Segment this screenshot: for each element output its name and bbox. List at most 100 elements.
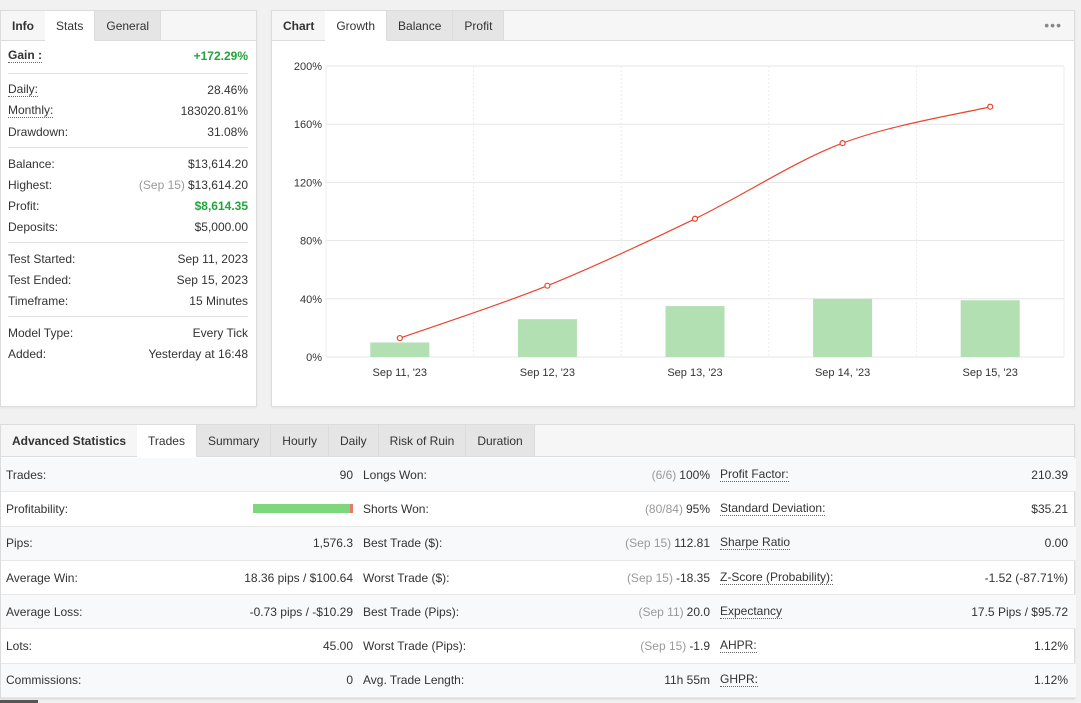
stats-row: Commissions: 0 Avg. Trade Length: 11h 55m GH… xyxy=(1,663,1076,699)
stats-cell: AHPR: 1.12% xyxy=(715,629,1076,662)
stats-value-detail: (Sep 11) xyxy=(638,604,684,619)
growth-line xyxy=(399,106,991,339)
stats-value: 18.36 pips / $100.64 xyxy=(244,571,353,585)
info-value-text: Sep 11, 2023 xyxy=(177,251,248,266)
growth-chart: 0% 40% 80% 120% 160% 200% Sep 11, '23 Sep 12, '… xyxy=(294,61,1065,379)
info-label: Drawdown: xyxy=(8,124,69,139)
stats-label[interactable]: GHPR: xyxy=(720,672,759,688)
scrollbar-thumb[interactable] xyxy=(0,700,38,703)
stats-label: Worst Trade ($): xyxy=(363,570,450,585)
tab-summary[interactable]: Summary xyxy=(196,425,272,456)
stats-value: (6/6) 100% xyxy=(652,468,710,482)
x-tick-label: Sep 12, '23 xyxy=(520,367,575,379)
info-value: Yesterday at 16:48 xyxy=(148,347,248,361)
info-label: Added: xyxy=(8,346,47,361)
stats-label: Avg. Trade Length: xyxy=(363,673,465,688)
stats-label: Lots: xyxy=(6,639,33,654)
stats-label: Average Win: xyxy=(6,570,78,585)
info-value-text: Yesterday at 16:48 xyxy=(148,346,248,361)
advanced-stats-grid: Trades: 90 Longs Won: (6/6) 100% Profit Facto… xyxy=(1,458,1076,699)
y-tick-label: 160% xyxy=(294,119,322,131)
stats-label[interactable]: Standard Deviation: xyxy=(720,500,826,516)
info-label[interactable]: Monthly: xyxy=(8,102,54,118)
stats-value: 1.12% xyxy=(1034,673,1068,687)
tab-hourly[interactable]: Hourly xyxy=(271,425,329,456)
growth-bar xyxy=(665,306,725,357)
stats-label[interactable]: Expectancy xyxy=(720,603,783,619)
tab-profit[interactable]: Profit xyxy=(453,11,505,40)
stats-cell: Trades: 90 xyxy=(1,458,358,491)
stats-cell: Sharpe Ratio 0.00 xyxy=(715,527,1076,560)
info-label[interactable]: Daily: xyxy=(8,81,39,97)
tab-growth[interactable]: Growth xyxy=(325,11,388,41)
stats-value-text: 0.00 xyxy=(1044,536,1068,551)
stats-label[interactable]: Z-Score (Probability): xyxy=(720,569,834,585)
stats-label: Longs Won: xyxy=(363,467,427,482)
growth-bar xyxy=(517,319,577,357)
info-label: Balance: xyxy=(8,156,55,171)
gain-row: Gain : +172.29% xyxy=(8,44,248,68)
stats-value-text: 90 xyxy=(339,467,353,482)
info-value-date: (Sep 15) xyxy=(138,177,185,192)
stats-value-text: 1.12% xyxy=(1033,673,1068,688)
info-value: 31.08% xyxy=(207,125,248,139)
tab-advanced-statistics[interactable]: Advanced Statistics xyxy=(1,425,138,456)
info-value-text: 31.08% xyxy=(207,124,248,139)
tab-balance[interactable]: Balance xyxy=(387,11,454,40)
stats-value: 45.00 xyxy=(323,639,353,653)
stats-value-text: 1.12% xyxy=(1033,639,1068,654)
stats-label[interactable]: Profit Factor: xyxy=(720,466,789,482)
tab-risk-of-ruin[interactable]: Risk of Ruin xyxy=(378,425,467,456)
stats-label: Profitability: xyxy=(6,501,69,516)
growth-point xyxy=(839,140,846,147)
stats-cell: Commissions: 0 xyxy=(1,664,358,697)
x-tick-label: Sep 11, '23 xyxy=(373,367,428,379)
stats-value: (Sep 15) 112.81 xyxy=(625,536,710,550)
ellipsis-icon[interactable]: ••• xyxy=(1044,17,1062,33)
stats-value-text: 18.36 pips / $100.64 xyxy=(244,570,353,585)
advanced-tabs: Advanced Statistics Trades Summary Hourl… xyxy=(1,425,1074,457)
info-value: $13,614.20 xyxy=(188,157,248,171)
tab-chart[interactable]: Chart xyxy=(272,11,326,40)
stats-row: Profitability: Shorts Won: (80/84) 95% Stand… xyxy=(1,492,1076,527)
x-tick-label: Sep 15, '23 xyxy=(963,367,1018,379)
info-row: Model Type: Every Tick xyxy=(8,322,248,343)
stats-value-text: -1.52 (-87.71%) xyxy=(984,570,1068,585)
y-tick-label: 200% xyxy=(294,61,322,73)
stats-label: Best Trade (Pips): xyxy=(363,604,460,619)
stats-value-text: -18.35 xyxy=(675,570,710,585)
tab-duration[interactable]: Duration xyxy=(466,425,535,456)
stats-cell: Average Win: 18.36 pips / $100.64 xyxy=(1,561,358,594)
info-value: Sep 11, 2023 xyxy=(177,252,248,266)
info-row: Timeframe: 15 Minutes xyxy=(8,290,248,311)
growth-point xyxy=(691,215,699,222)
tab-stats[interactable]: Stats xyxy=(45,11,96,41)
stats-value: (Sep 15) -1.9 xyxy=(640,639,710,653)
stats-label: Average Loss: xyxy=(6,604,83,619)
tab-trades[interactable]: Trades xyxy=(137,425,197,457)
tab-info[interactable]: Info xyxy=(1,11,45,40)
stats-label[interactable]: Sharpe Ratio xyxy=(720,535,791,551)
chart-tabs: Chart Growth Balance Profit xyxy=(272,11,1074,41)
stats-cell: Expectancy 17.5 Pips / $95.72 xyxy=(715,595,1076,628)
info-label: Test Started: xyxy=(8,251,76,266)
divider xyxy=(8,316,248,317)
stats-cell: GHPR: 1.12% xyxy=(715,664,1076,697)
growth-bar xyxy=(813,298,873,357)
stats-label: Commissions: xyxy=(6,673,82,688)
info-value: 15 Minutes xyxy=(189,294,248,308)
info-row: Deposits: $5,000.00 xyxy=(8,216,248,237)
tab-general[interactable]: General xyxy=(95,11,162,40)
tab-daily[interactable]: Daily xyxy=(328,425,379,456)
stats-value-detail: (Sep 15) xyxy=(626,570,673,585)
stats-label[interactable]: AHPR: xyxy=(720,638,757,654)
stats-cell: Worst Trade ($): (Sep 15) -18.35 xyxy=(358,561,715,594)
info-label: Profit: xyxy=(8,198,40,213)
stats-value: 210.39 xyxy=(1031,468,1068,482)
info-label: Model Type: xyxy=(8,325,74,340)
gain-label[interactable]: Gain : xyxy=(8,48,43,63)
divider xyxy=(8,73,248,74)
stats-value: -1.52 (-87.71%) xyxy=(985,571,1068,585)
growth-point xyxy=(396,334,403,342)
info-value-text: Every Tick xyxy=(192,325,248,340)
